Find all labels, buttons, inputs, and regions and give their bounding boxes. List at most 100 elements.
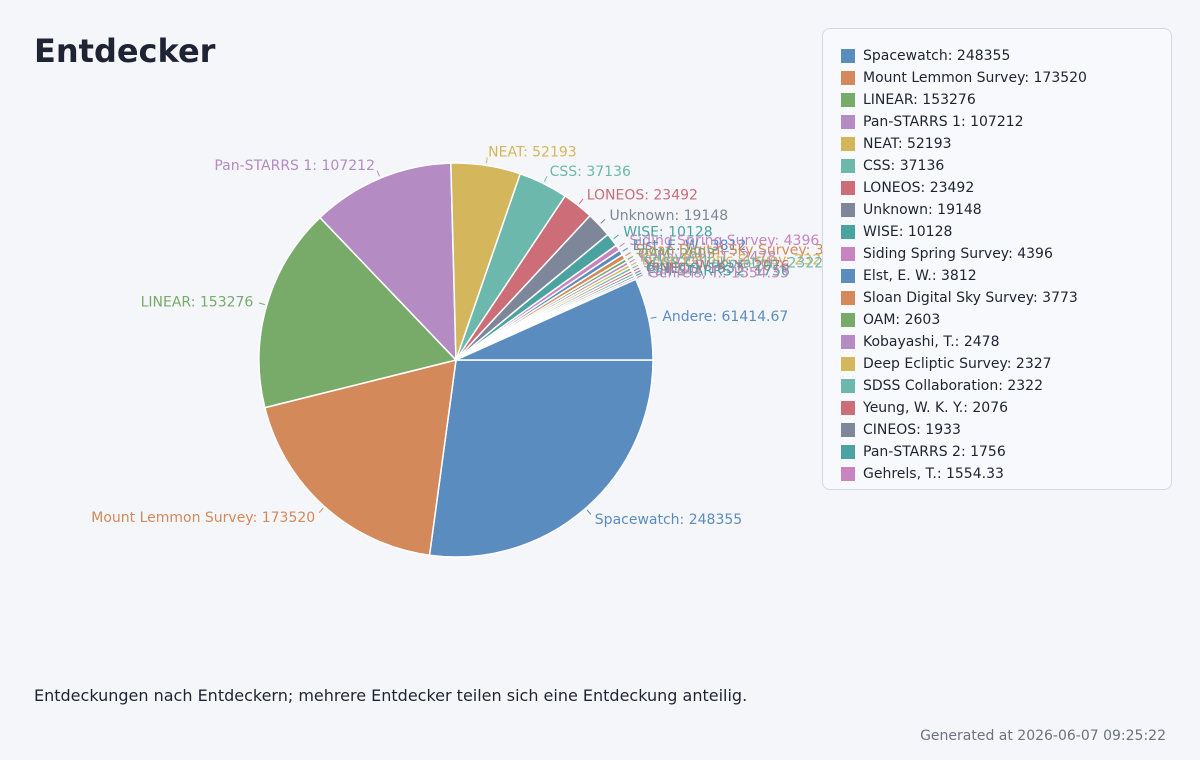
slice-label: Gehrels, T.: 1554.33	[648, 266, 789, 282]
slice-label: LONEOS: 23492	[587, 187, 698, 203]
legend-item: Pan-STARRS 2: 1756	[841, 441, 1157, 463]
legend-label: Yeung, W. K. Y.: 2076	[863, 400, 1009, 416]
legend-label: Unknown: 19148	[863, 202, 982, 218]
slice-label-tick	[376, 170, 381, 177]
legend-item: Pan-STARRS 1: 107212	[841, 111, 1157, 133]
legend-swatch	[841, 137, 855, 151]
legend-swatch	[841, 181, 855, 195]
slice-label: Elst, E. W.: 3812	[633, 238, 747, 254]
legend-item: LINEAR: 153276	[841, 89, 1157, 111]
slice-label-tick	[485, 157, 488, 164]
generated-timestamp: Generated at 2026-06-07 09:25:22	[920, 728, 1166, 744]
legend-label: Siding Spring Survey: 4396	[863, 246, 1053, 262]
slice-label: Kobayashi, T.: 2478	[640, 250, 776, 266]
slice-label: Deep Ecliptic Survey: 2327	[642, 253, 831, 269]
legend-label: SDSS Collaboration: 2322	[863, 378, 1043, 394]
slice-label-tick	[625, 252, 631, 257]
slice-label-tick	[632, 264, 639, 269]
slice-label-tick	[630, 262, 637, 266]
slice-label-tick	[633, 267, 640, 272]
slice-label-tick	[619, 242, 625, 248]
slice-label: CSS: 37136	[550, 164, 631, 180]
legend-item: CINEOS: 1933	[841, 419, 1157, 441]
legend-swatch	[841, 291, 855, 305]
slice-label: Unknown: 19148	[609, 208, 728, 224]
legend-swatch	[841, 269, 855, 283]
slice-label: Yeung, W. K. Y.: 2076	[644, 258, 790, 274]
legend-label: NEAT: 52193	[863, 136, 952, 152]
legend-swatch	[841, 335, 855, 349]
legend-swatch	[841, 159, 855, 173]
legend-item: OAM: 2603	[841, 309, 1157, 331]
legend-item: Unknown: 19148	[841, 199, 1157, 221]
legend-label: WISE: 10128	[863, 224, 953, 240]
slice-label-tick	[635, 272, 642, 276]
legend-swatch	[841, 401, 855, 415]
slice-label: NEAT: 52193	[488, 144, 577, 160]
slice-label-tick	[629, 259, 635, 263]
legend-label: Pan-STARRS 2: 1756	[863, 444, 1006, 460]
slice-label-tick	[650, 316, 657, 319]
slice-label-tick	[634, 270, 641, 274]
chart-caption: Entdeckungen nach Entdeckern; mehrere En…	[34, 686, 748, 705]
slice-label-tick	[600, 218, 606, 224]
slice-label-tick	[636, 274, 643, 279]
legend-label: CSS: 37136	[863, 158, 945, 174]
legend-item: Yeung, W. K. Y.: 2076	[841, 397, 1157, 419]
legend-swatch	[841, 71, 855, 85]
legend-label: Spacewatch: 248355	[863, 48, 1011, 64]
slice-label: Pan-STARRS 2: 1756	[647, 263, 790, 279]
legend-item: Sloan Digital Sky Survey: 3773	[841, 287, 1157, 309]
pie-chart: Spacewatch: 248355 Mount Lemmon Survey: 1…	[91, 144, 850, 558]
legend-label: Sloan Digital Sky Survey: 3773	[863, 290, 1078, 306]
slice-label-tick	[627, 255, 634, 260]
legend-item: Deep Ecliptic Survey: 2327	[841, 353, 1157, 375]
slice-label-tick	[586, 509, 592, 515]
legend-label: Mount Lemmon Survey: 173520	[863, 70, 1087, 86]
legend-item: LONEOS: 23492	[841, 177, 1157, 199]
legend-item: Mount Lemmon Survey: 173520	[841, 67, 1157, 89]
slice-label-tick	[258, 302, 265, 306]
slice-label-tick	[578, 198, 584, 205]
legend-swatch	[841, 225, 855, 239]
legend-swatch	[841, 93, 855, 107]
legend-item: Kobayashi, T.: 2478	[841, 331, 1157, 353]
pie-slice	[258, 216, 458, 409]
legend-swatch	[841, 313, 855, 327]
slice-label: OAM: 2603	[638, 246, 715, 262]
legend-item: Elst, E. W.: 3812	[841, 265, 1157, 287]
legend-label: LONEOS: 23492	[863, 180, 975, 196]
slice-label: Pan-STARRS 1: 107212	[214, 158, 375, 174]
legend-item: Gehrels, T.: 1554.33	[841, 463, 1157, 485]
legend-label: LINEAR: 153276	[863, 92, 976, 108]
legend-item: Siding Spring Survey: 4396	[841, 243, 1157, 265]
legend-item: Spacewatch: 248355	[841, 45, 1157, 67]
pie-slice	[428, 359, 654, 558]
chart-legend: Spacewatch: 248355 Mount Lemmon Survey: 1…	[822, 28, 1172, 490]
legend-swatch	[841, 423, 855, 437]
legend-label: Elst, E. W.: 3812	[863, 268, 977, 284]
legend-swatch	[841, 357, 855, 371]
slice-label-tick	[622, 247, 628, 252]
page-title: Entdecker	[34, 32, 216, 70]
legend-swatch	[841, 379, 855, 393]
legend-item: SDSS Collaboration: 2322	[841, 375, 1157, 397]
legend-label: Pan-STARRS 1: 107212	[863, 114, 1024, 130]
pie-slice	[455, 278, 654, 361]
slice-label: WISE: 10128	[623, 224, 712, 240]
legend-label: OAM: 2603	[863, 312, 941, 328]
legend-label: Deep Ecliptic Survey: 2327	[863, 356, 1052, 372]
slice-label: LINEAR: 153276	[141, 294, 254, 310]
legend-item: CSS: 37136	[841, 155, 1157, 177]
legend-swatch	[841, 115, 855, 129]
slice-label: SDSS Collaboration: 2322	[643, 256, 823, 272]
slice-label-tick	[543, 176, 548, 182]
legend-swatch	[841, 49, 855, 63]
slice-label: CINEOS: 1933	[646, 261, 744, 277]
slice-label-tick	[318, 507, 324, 514]
legend-label: CINEOS: 1933	[863, 422, 961, 438]
legend-swatch	[841, 247, 855, 261]
legend-label: Gehrels, T.: 1554.33	[863, 466, 1004, 482]
pie-slice	[263, 359, 457, 557]
legend-swatch	[841, 203, 855, 217]
